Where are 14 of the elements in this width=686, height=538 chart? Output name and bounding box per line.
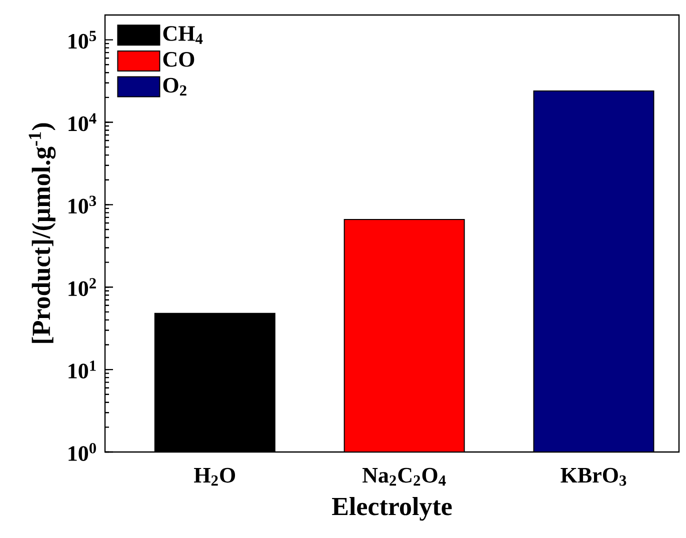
x-tick-label: KBrO$_{3}$ — [560, 468, 626, 486]
y-tick-label: 10$^{3}$ — [68, 196, 96, 214]
y-tick-label: 10$^{1}$ — [68, 360, 96, 379]
legend-label: O$_{2}$ — [163, 78, 186, 96]
y-tick-label: 10$^{4}$ — [68, 113, 96, 132]
y-tick-label: 10$^{5}$ — [68, 30, 96, 49]
x-tick-label: Na$_{2}$C$_{2}$O$_{4}$ — [362, 468, 446, 486]
x-tick-label: H$_{2}$O — [194, 468, 236, 486]
x-axis-title: Electrolyte — [332, 497, 452, 521]
y-tick-label: 10$^{2}$ — [68, 278, 96, 296]
legend-label: CO — [163, 52, 194, 67]
y-tick-label: 10$^{0}$ — [68, 442, 96, 461]
legend-label: CH$_{4}$ — [163, 26, 203, 44]
y-axis-title: [Product]/(μmol.g$^{-1}$) — [28, 123, 56, 343]
